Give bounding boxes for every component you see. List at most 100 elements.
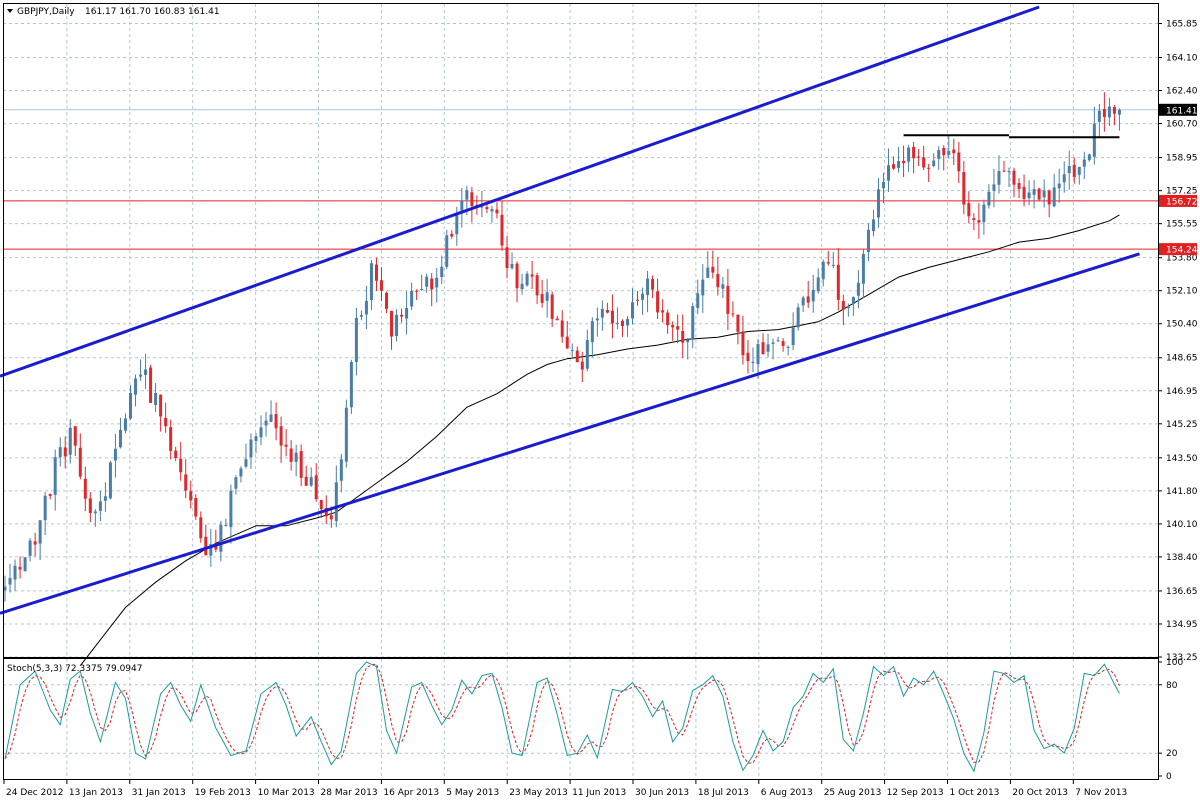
candle-body xyxy=(405,307,409,319)
candle-body xyxy=(395,314,399,337)
price-tick-label: 134.95 xyxy=(1166,620,1198,630)
candle xyxy=(400,308,404,323)
candle xyxy=(224,518,228,527)
candle-body xyxy=(455,212,459,235)
candle-body xyxy=(334,482,338,522)
candle-body xyxy=(751,361,755,364)
candle xyxy=(716,256,720,296)
candle-body xyxy=(1067,166,1071,174)
candle-body xyxy=(18,566,22,570)
stoch-tick-label: 20 xyxy=(1166,749,1178,759)
candle-body xyxy=(610,310,614,324)
candle-body xyxy=(229,490,233,528)
candle xyxy=(450,230,454,239)
candle-body xyxy=(1092,123,1096,157)
candle-body xyxy=(736,314,740,332)
candle xyxy=(595,307,599,337)
dropdown-triangle-icon[interactable] xyxy=(7,9,13,13)
candle-body xyxy=(866,229,870,252)
candle-body xyxy=(194,498,198,517)
candle-body xyxy=(294,452,298,462)
candle xyxy=(229,484,233,544)
candle xyxy=(515,261,519,303)
candle xyxy=(902,145,906,178)
stochastic-lines xyxy=(4,661,1120,773)
candle-body xyxy=(364,300,368,315)
candle-body xyxy=(344,407,348,462)
candle xyxy=(495,202,499,219)
candle-body xyxy=(179,458,183,473)
candle xyxy=(214,529,218,553)
time-tick-label: 16 Apr 2013 xyxy=(383,788,439,798)
candle xyxy=(73,425,77,457)
candle xyxy=(159,394,163,432)
candle-body xyxy=(139,374,143,377)
candle xyxy=(751,347,755,373)
candle-body xyxy=(766,344,770,352)
candle-body xyxy=(897,161,901,168)
candle xyxy=(1057,168,1061,203)
candle-body xyxy=(93,511,97,514)
candle xyxy=(530,260,534,289)
candle xyxy=(535,272,539,305)
candle xyxy=(48,493,52,500)
candle xyxy=(204,524,208,556)
candle-body xyxy=(721,284,725,289)
candle-body xyxy=(826,262,830,264)
candle xyxy=(174,446,178,462)
candle xyxy=(349,359,353,415)
candle-body xyxy=(851,297,855,305)
candle xyxy=(164,402,168,433)
candle-body xyxy=(651,278,655,290)
candle-body xyxy=(952,149,956,154)
candle xyxy=(1112,104,1116,126)
candle-body xyxy=(450,233,454,237)
candle xyxy=(244,443,248,469)
candle xyxy=(359,310,363,321)
candle xyxy=(179,441,183,481)
candle-body xyxy=(781,341,785,346)
candle xyxy=(987,184,991,209)
candle xyxy=(304,465,308,487)
candle-body xyxy=(821,261,825,280)
candle-body xyxy=(716,273,720,288)
candle xyxy=(3,575,7,602)
resistance-lines[interactable] xyxy=(903,134,1120,139)
channel-lines[interactable] xyxy=(0,5,1140,615)
candle-body xyxy=(23,557,27,572)
time-tick-label: 30 Jun 2013 xyxy=(635,788,689,798)
candle-body xyxy=(535,275,539,296)
horizontal-levels[interactable] xyxy=(3,109,1158,250)
candle-body xyxy=(234,477,238,489)
candle-body xyxy=(671,324,675,328)
candle xyxy=(314,463,318,502)
price-badge-label: 161.41 xyxy=(1166,106,1198,116)
candle xyxy=(741,315,745,365)
candle-body xyxy=(927,167,931,169)
candle-body xyxy=(595,318,599,321)
candle-body xyxy=(68,427,72,455)
candle-body xyxy=(58,447,62,458)
price-badge-label: 156.72 xyxy=(1166,197,1198,207)
candle xyxy=(294,444,298,477)
candle xyxy=(129,385,132,420)
candle xyxy=(856,270,860,309)
candle-body xyxy=(465,190,469,200)
channel-line[interactable] xyxy=(0,252,1140,615)
candle-body xyxy=(962,172,966,205)
candle-body xyxy=(1097,110,1101,122)
channel-line[interactable] xyxy=(0,5,1040,378)
candle xyxy=(615,307,619,330)
candle xyxy=(1032,180,1036,209)
chart-ohlc: 161.17 161.70 160.83 161.41 xyxy=(85,7,220,17)
candle-body xyxy=(154,393,158,405)
candle xyxy=(1037,187,1041,202)
candle-body xyxy=(922,157,926,168)
candle xyxy=(1082,151,1086,179)
candle-body xyxy=(314,475,318,500)
candle-body xyxy=(932,160,936,167)
candle xyxy=(781,338,785,352)
price-badge xyxy=(1159,194,1197,207)
candle xyxy=(118,417,122,449)
